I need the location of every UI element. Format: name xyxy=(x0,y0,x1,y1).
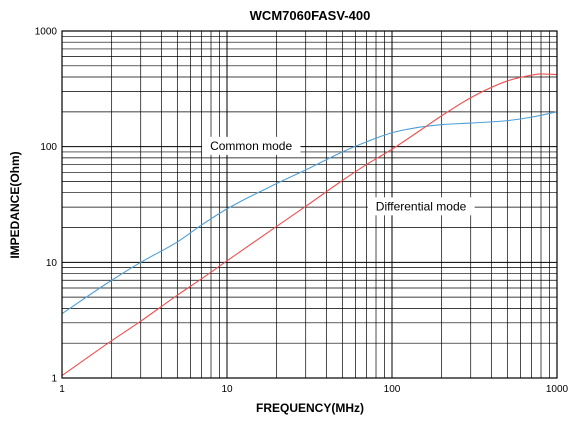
annotation-background xyxy=(202,136,301,155)
x-tick-label: 100 xyxy=(384,384,401,395)
x-tick-label: 1000 xyxy=(546,384,569,395)
tick-labels: 1 10 100 1000 1 10 100 1000 xyxy=(35,27,569,396)
y-tick-label: 100 xyxy=(40,142,57,153)
series-annotation: Differential mode xyxy=(376,199,467,213)
y-tick-label: 1 xyxy=(51,374,57,385)
series-annotation: Common mode xyxy=(210,139,292,153)
series-line-differential-mode xyxy=(61,73,558,377)
x-tick-label: 10 xyxy=(221,384,233,395)
series-layer xyxy=(61,73,558,377)
plot-frame xyxy=(61,30,558,379)
x-axis-label: FREQUENCY(MHz) xyxy=(256,401,364,415)
y-axis-label: IMPEDANCE(Ohm) xyxy=(8,151,22,258)
chart-title: WCM7060FASV-400 xyxy=(250,8,371,23)
series-line-common-mode xyxy=(61,111,558,315)
y-tick-label: 10 xyxy=(46,258,58,269)
x-tick-label: 1 xyxy=(59,384,65,395)
grid xyxy=(62,31,557,378)
y-tick-label: 1000 xyxy=(35,27,58,38)
annotation-background xyxy=(367,197,475,216)
annotations: Common mode Differential mode xyxy=(202,136,475,216)
